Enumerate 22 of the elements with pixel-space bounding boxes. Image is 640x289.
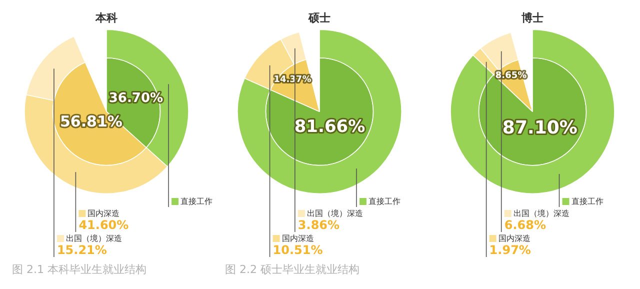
data-label: 81.66% bbox=[294, 116, 366, 137]
chart-title: 硕士 bbox=[308, 11, 330, 24]
data-label: 3.86% bbox=[298, 218, 340, 232]
legend-label: 出国（境）深造 bbox=[306, 209, 363, 218]
chart-title: 博士 bbox=[520, 11, 544, 24]
legend-label: 直接工作 bbox=[571, 197, 604, 206]
data-label: 87.10% bbox=[502, 118, 578, 139]
data-label: 15.21% bbox=[56, 243, 107, 258]
chart-title: 本科 bbox=[94, 11, 118, 24]
data-label: 10.51% bbox=[272, 243, 323, 258]
legend-label: 国内深造 bbox=[498, 234, 530, 244]
data-label: 41.60% bbox=[78, 218, 129, 232]
legend-label: 直接工作 bbox=[368, 197, 400, 206]
legend-label: 国内深造 bbox=[88, 209, 120, 218]
legend-label: 出国（境）深造 bbox=[66, 234, 122, 244]
legend-label: 出国（境）深造 bbox=[513, 209, 570, 218]
data-label: 1.97% bbox=[489, 243, 531, 258]
caption: 图 2.2 硕士毕业生就业结构 bbox=[225, 262, 360, 277]
data-label: 6.68% bbox=[504, 218, 546, 232]
legend-label: 直接工作 bbox=[180, 197, 213, 206]
legend-label: 国内深造 bbox=[282, 234, 314, 244]
caption: 图 2.1 本科毕业生就业结构 bbox=[12, 262, 146, 277]
